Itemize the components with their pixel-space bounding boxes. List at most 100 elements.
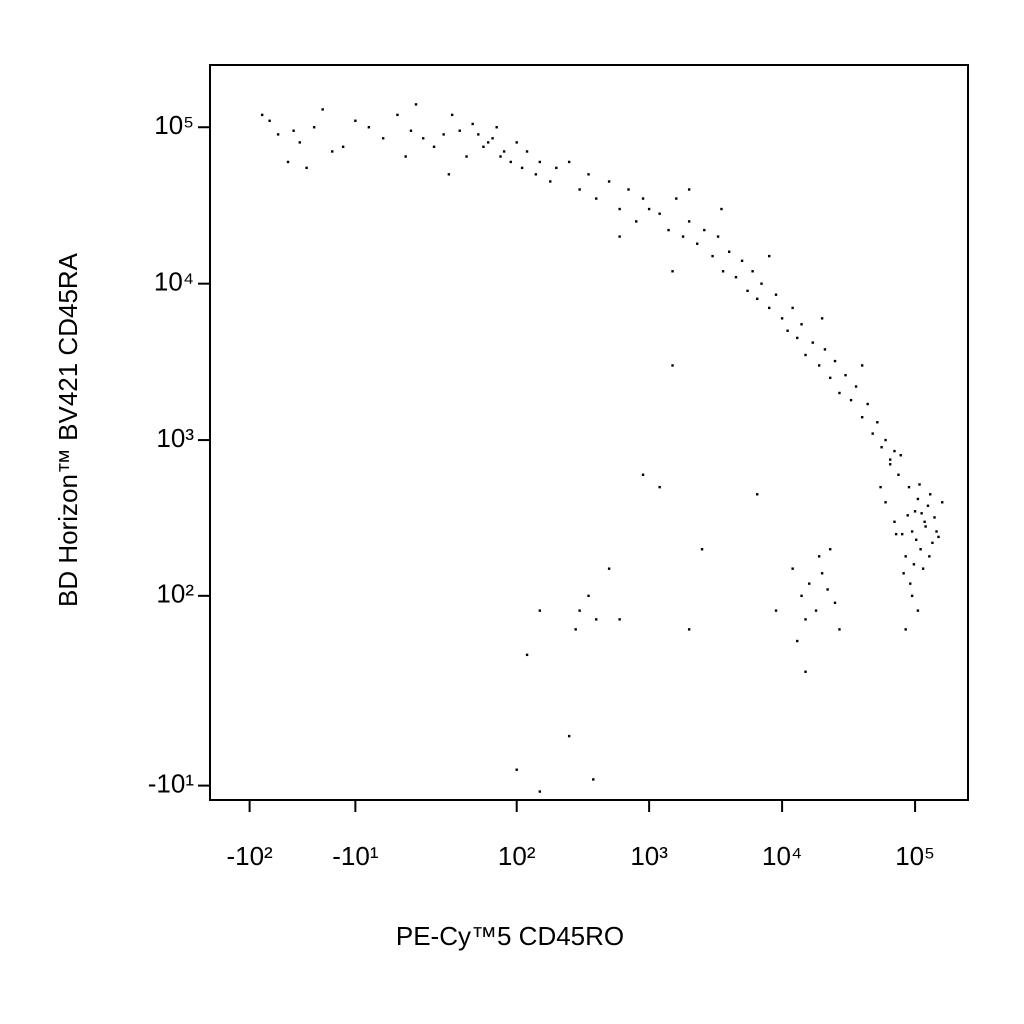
point bbox=[866, 402, 869, 406]
point bbox=[910, 594, 914, 598]
point bbox=[880, 446, 883, 449]
point bbox=[924, 525, 927, 528]
point bbox=[618, 618, 621, 621]
point bbox=[555, 166, 558, 170]
point bbox=[595, 197, 598, 200]
point bbox=[567, 160, 571, 164]
point bbox=[829, 376, 832, 380]
point bbox=[687, 220, 691, 223]
x-tick-label: 10³ bbox=[630, 841, 668, 871]
point bbox=[447, 173, 451, 176]
point bbox=[681, 235, 685, 238]
point bbox=[889, 458, 892, 461]
point bbox=[894, 532, 898, 536]
point bbox=[567, 734, 571, 738]
point bbox=[675, 197, 678, 200]
point bbox=[486, 141, 490, 144]
point bbox=[627, 188, 630, 191]
point bbox=[727, 250, 731, 253]
point bbox=[756, 493, 759, 496]
point bbox=[919, 548, 922, 551]
point bbox=[808, 582, 811, 585]
point bbox=[820, 317, 824, 320]
x-tick-label: 10⁵ bbox=[895, 841, 935, 871]
point bbox=[734, 275, 738, 279]
point bbox=[889, 463, 892, 466]
point bbox=[817, 364, 821, 367]
point bbox=[916, 609, 920, 612]
point bbox=[312, 126, 316, 129]
point bbox=[899, 454, 902, 457]
point bbox=[760, 282, 763, 285]
point bbox=[404, 155, 407, 158]
point bbox=[354, 119, 357, 122]
point bbox=[341, 145, 345, 148]
point bbox=[804, 353, 807, 357]
point bbox=[641, 473, 645, 476]
point bbox=[913, 510, 917, 513]
point bbox=[671, 364, 674, 367]
point bbox=[923, 520, 926, 523]
point bbox=[871, 432, 874, 435]
point bbox=[854, 385, 858, 388]
point bbox=[941, 501, 944, 504]
point bbox=[904, 628, 907, 631]
point bbox=[796, 639, 799, 643]
point bbox=[774, 293, 778, 296]
point bbox=[933, 516, 936, 519]
point bbox=[515, 768, 518, 771]
point bbox=[687, 628, 691, 631]
point bbox=[321, 108, 324, 111]
point bbox=[800, 594, 803, 598]
point bbox=[465, 155, 468, 158]
point bbox=[931, 541, 934, 544]
point bbox=[381, 137, 385, 140]
point bbox=[716, 235, 720, 238]
point bbox=[458, 129, 461, 132]
point bbox=[574, 628, 577, 631]
point bbox=[897, 473, 900, 476]
point bbox=[667, 228, 670, 232]
point bbox=[907, 485, 911, 489]
point bbox=[587, 173, 590, 176]
point bbox=[268, 119, 271, 122]
point bbox=[525, 653, 529, 657]
x-tick-label: -10² bbox=[226, 841, 273, 871]
point bbox=[844, 373, 847, 377]
point bbox=[774, 609, 778, 612]
point bbox=[658, 485, 661, 489]
point bbox=[687, 188, 691, 191]
x-tick-label: -10¹ bbox=[332, 841, 379, 871]
point bbox=[607, 180, 611, 183]
point bbox=[696, 242, 699, 245]
point bbox=[647, 207, 651, 211]
point bbox=[860, 364, 864, 367]
point bbox=[292, 129, 295, 132]
point bbox=[833, 359, 837, 363]
point bbox=[804, 670, 807, 673]
point bbox=[796, 336, 799, 340]
point bbox=[928, 555, 931, 558]
point bbox=[912, 563, 916, 566]
y-tick-label: 10³ bbox=[156, 423, 194, 453]
point bbox=[549, 180, 552, 183]
point bbox=[823, 348, 827, 351]
y-axis-title: BD Horizon™ BV421 CD45RA bbox=[53, 252, 83, 607]
point bbox=[471, 122, 474, 126]
point bbox=[477, 133, 480, 136]
point bbox=[906, 514, 909, 517]
point bbox=[746, 289, 749, 293]
point bbox=[791, 567, 794, 570]
point bbox=[260, 113, 264, 117]
x-axis-title: PE-Cy™5 CD45RO bbox=[396, 921, 624, 951]
y-tick-label: 10⁴ bbox=[154, 267, 194, 297]
point bbox=[538, 609, 542, 612]
point bbox=[751, 270, 754, 273]
point bbox=[804, 618, 807, 621]
point bbox=[538, 790, 542, 793]
point bbox=[811, 341, 814, 344]
point bbox=[700, 548, 704, 551]
point bbox=[720, 207, 723, 211]
point bbox=[884, 438, 887, 442]
